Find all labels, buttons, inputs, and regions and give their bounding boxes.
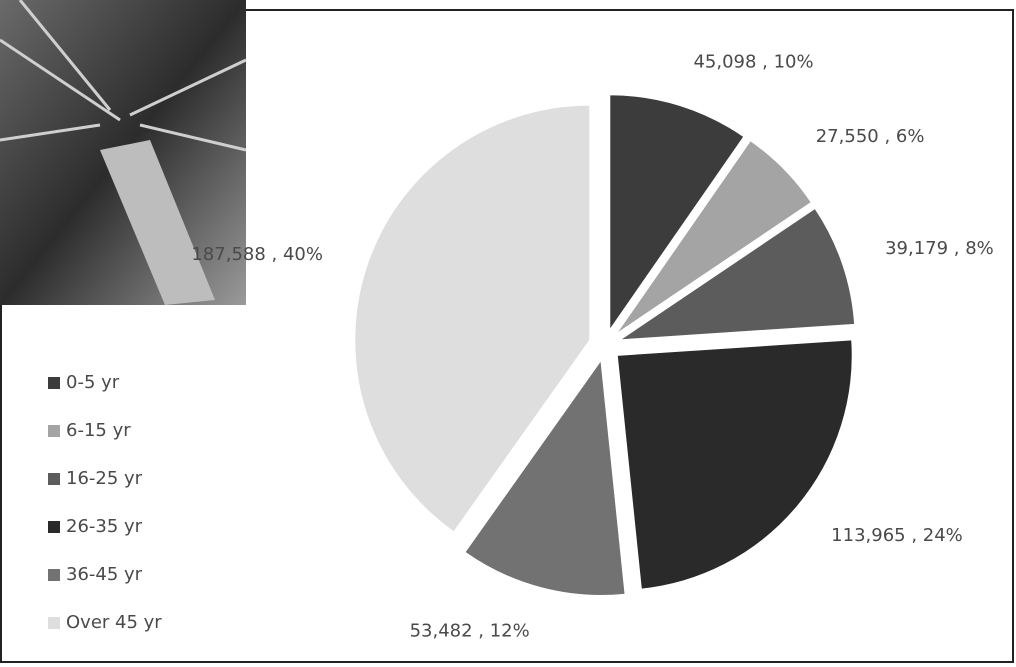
legend-swatch [48, 617, 60, 629]
data-label: 187,588 , 40% [191, 244, 323, 265]
legend-swatch [48, 521, 60, 533]
legend-swatch [48, 569, 60, 581]
pie-slice [354, 104, 591, 533]
legend-label: Over 45 yr [66, 612, 162, 633]
data-label: 27,550 , 6% [816, 126, 925, 147]
legend-swatch [48, 377, 60, 389]
legend-swatch [48, 473, 60, 485]
pie-slice [609, 94, 745, 332]
legend-label: 26-35 yr [66, 516, 143, 537]
photo [0, 0, 247, 305]
pie-slice [464, 359, 626, 596]
data-label: 53,482 , 12% [410, 620, 530, 641]
data-label: 113,965 , 24% [831, 525, 963, 546]
data-label: 39,179 , 8% [885, 238, 994, 259]
legend: 0-5 yr 6-15 yr 16-25 yr 26-35 yr 36-45 yr Ove… [48, 372, 162, 633]
pie: 45,098 , 10% 27,550 , 6% 39,179 , 8% 113,96… [191, 52, 993, 642]
data-label: 45,098 , 10% [693, 52, 813, 73]
legend-label: 0-5 yr [66, 372, 120, 393]
legend-label: 6-15 yr [66, 420, 131, 441]
legend-label: 36-45 yr [66, 564, 143, 585]
pie-slice [615, 140, 812, 335]
pie-slice [616, 339, 853, 590]
legend-swatch [48, 425, 60, 437]
legend-label: 16-25 yr [66, 468, 143, 489]
pie-slice [618, 207, 856, 341]
